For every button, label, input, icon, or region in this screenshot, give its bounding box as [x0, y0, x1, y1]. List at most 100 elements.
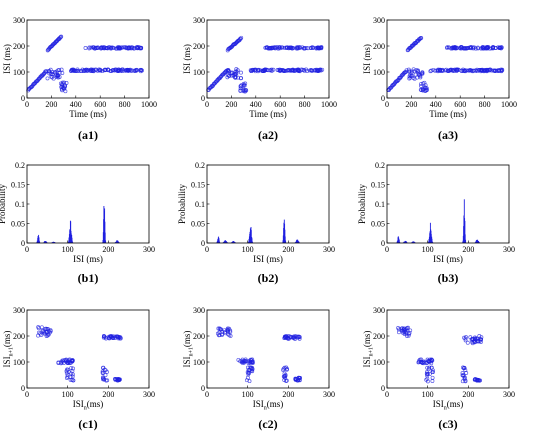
data-point — [498, 45, 503, 50]
y-tick-label: 0 — [201, 384, 205, 393]
data-point — [256, 69, 261, 74]
data-point — [474, 377, 479, 382]
data-point — [41, 330, 46, 335]
y-tick-label: 0 — [21, 239, 25, 248]
data-points — [386, 36, 505, 93]
data-point — [282, 378, 287, 382]
x-tick-label: 600 — [274, 100, 286, 109]
x-tick-label: 0 — [25, 100, 29, 109]
x-tick-label: 100 — [422, 390, 434, 399]
data-point — [129, 68, 134, 73]
y-tick-label: 0 — [21, 384, 25, 393]
x-axis-label: ISI (ms) — [253, 254, 283, 264]
panel-a2: 0 200 400 600 800 1000 0 100 200 300 Time (ms) ISI … — [182, 16, 337, 142]
data-point — [300, 68, 305, 72]
y-tick-label: 100 — [373, 358, 385, 367]
data-point — [425, 357, 430, 362]
data-point — [305, 69, 310, 74]
data-point — [307, 68, 312, 73]
axes-frame — [26, 164, 150, 244]
panel-label: (c2) — [258, 417, 277, 431]
x-tick-label: 400 — [70, 100, 82, 109]
data-point — [243, 89, 248, 94]
data-point — [117, 68, 122, 73]
data-point — [238, 84, 243, 89]
panel-a3: 0 200 400 600 800 1000 0 100 200 300 Time (ms) ISI … — [362, 16, 517, 142]
x-tick-label: 300 — [323, 390, 335, 399]
data-point — [450, 68, 455, 73]
data-point — [430, 375, 435, 380]
axes-frame — [26, 309, 150, 389]
data-point — [418, 87, 423, 92]
data-point — [289, 45, 293, 50]
y-tick-label: 0.05 — [11, 219, 25, 228]
data-point — [413, 72, 418, 77]
y-axis-label: ISIn+1(ms) — [182, 331, 195, 368]
data-point — [429, 361, 434, 366]
data-point — [429, 365, 434, 370]
data-point — [134, 67, 139, 72]
data-point — [70, 359, 75, 364]
data-point — [485, 45, 490, 50]
data-point — [282, 365, 287, 370]
data-point — [59, 361, 63, 366]
y-axis-label: ISI (ms) — [182, 44, 192, 74]
data-point — [479, 46, 484, 51]
x-axis-label: ISI (ms) — [73, 254, 103, 264]
x-tick-label: 100 — [242, 390, 254, 399]
data-point — [71, 366, 75, 371]
data-points — [396, 325, 484, 384]
data-point — [396, 327, 401, 332]
y-tick-label: 0 — [381, 94, 385, 103]
y-tick-label: 200 — [373, 332, 385, 341]
x-tick-label: 200 — [102, 390, 114, 399]
data-point — [280, 45, 285, 50]
panel-label: (b1) — [78, 271, 99, 285]
data-point — [425, 372, 430, 377]
data-point — [461, 67, 466, 72]
data-point — [122, 45, 127, 50]
data-point — [488, 67, 492, 72]
data-point — [50, 70, 55, 75]
data-point — [47, 330, 52, 335]
x-tick-label: 600 — [454, 100, 466, 109]
panel-label: (a1) — [78, 128, 98, 142]
y-axis-label: ISIn+1(ms) — [362, 331, 375, 368]
y-tick-label: 300 — [373, 16, 385, 25]
data-point — [248, 361, 253, 365]
data-point — [44, 334, 49, 338]
data-point — [252, 68, 257, 72]
y-tick-label: 0.15 — [191, 180, 205, 189]
data-point — [296, 68, 301, 73]
data-point — [282, 371, 287, 376]
x-tick-label: 400 — [250, 100, 262, 109]
data-point — [105, 67, 110, 72]
data-point — [310, 46, 315, 50]
data-point — [478, 337, 483, 342]
panel-b2: 0 100 200 300 0 0.05 0.1 0.15 0.2 ISI (ms) Probabi… — [177, 161, 335, 285]
panel-b3: 0 100 200 300 0 0.05 0.1 0.15 0.2 ISI (ms) Probabi… — [357, 161, 515, 285]
data-point — [403, 70, 408, 75]
data-point — [98, 68, 103, 73]
x-axis-label: ISIn(ms) — [253, 399, 284, 412]
data-point — [140, 68, 144, 73]
data-point — [36, 325, 41, 330]
data-point — [69, 365, 74, 370]
data-point — [477, 339, 482, 344]
data-point — [445, 45, 450, 50]
data-point — [239, 358, 244, 363]
x-tick-label: 300 — [143, 390, 155, 399]
y-tick-label: 100 — [13, 358, 25, 367]
data-point — [282, 374, 287, 379]
data-point — [243, 81, 248, 86]
x-tick-label: 200 — [102, 245, 114, 254]
x-tick-label: 200 — [225, 100, 237, 109]
x-tick-label: 100 — [422, 245, 434, 254]
data-point — [463, 338, 468, 343]
panel-label: (a2) — [258, 128, 278, 142]
data-point — [55, 72, 60, 77]
data-point — [65, 372, 70, 377]
data-point — [428, 357, 433, 362]
data-point — [461, 366, 466, 371]
axes-frame — [386, 309, 510, 389]
